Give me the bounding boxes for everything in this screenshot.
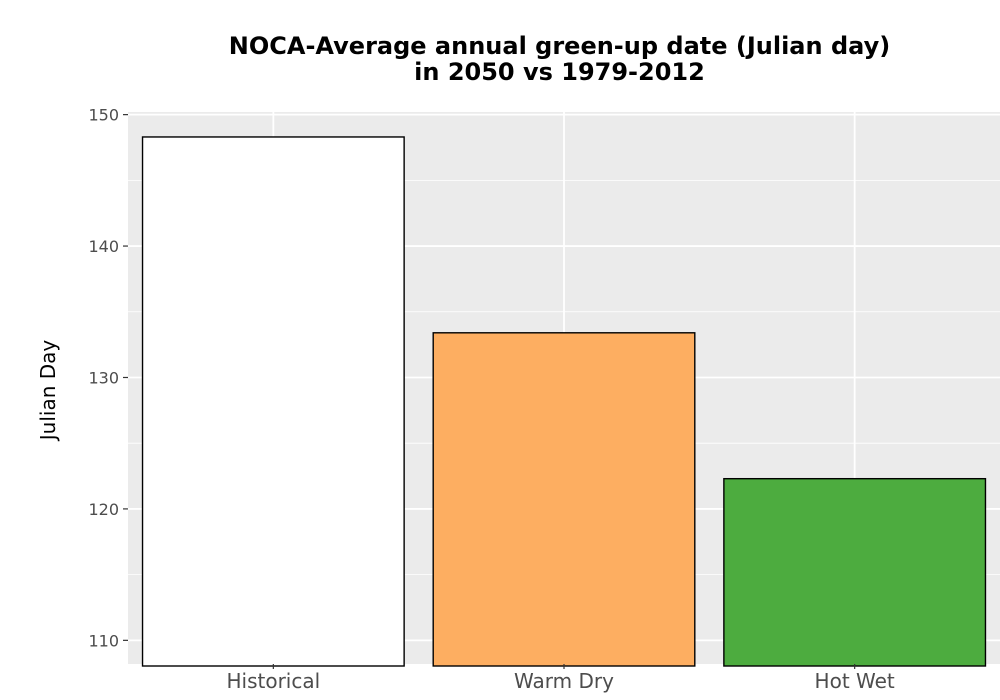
bar-historical (141, 136, 405, 667)
chart-title-line-2: in 2050 vs 1979-2012 (414, 58, 705, 86)
x-tick-label: Historical (226, 669, 320, 693)
x-tick-label: Hot Wet (815, 669, 895, 693)
y-tick-label: 110 (88, 631, 119, 650)
y-tick-label: 130 (88, 368, 119, 387)
x-tick-label: Warm Dry (514, 669, 614, 693)
y-tick-label: 120 (88, 500, 119, 519)
y-tick-label: 150 (88, 106, 119, 125)
bar-warm-dry (432, 332, 696, 667)
y-tick-label: 140 (88, 237, 119, 256)
chart-title-line-1: NOCA-Average annual green-up date (Julia… (228, 32, 891, 60)
bar-hot-wet (723, 477, 987, 667)
